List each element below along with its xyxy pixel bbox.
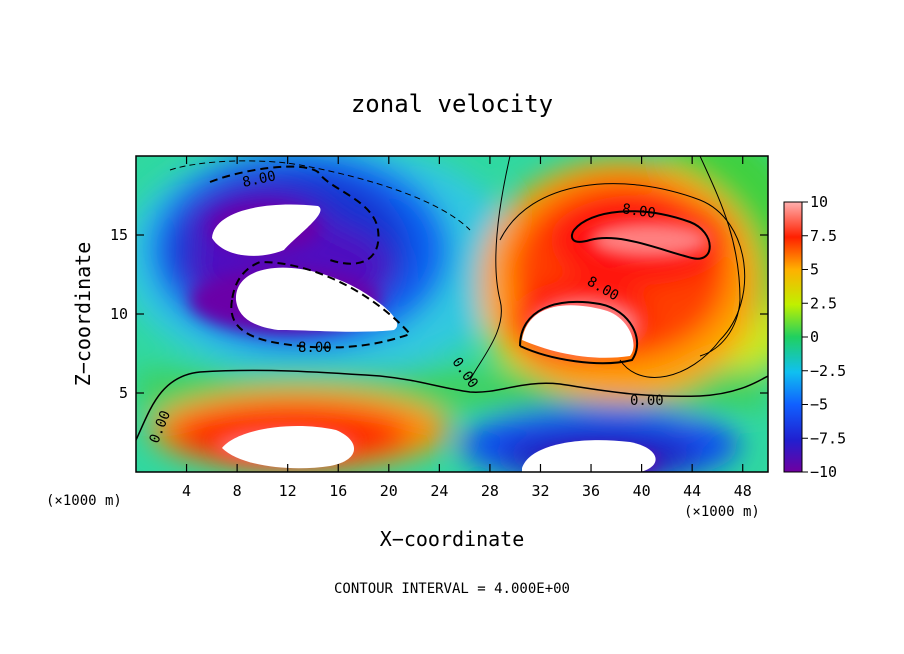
contour-interval-note: CONTOUR INTERVAL = 4.000E+00: [334, 581, 570, 597]
contour-label: 8.00: [621, 201, 657, 222]
x-tick-label: 44: [683, 482, 701, 500]
x-tick-label: 8: [233, 482, 242, 500]
contour-pos8-upper: [571, 210, 711, 260]
contour-pos4: [499, 183, 746, 378]
x-tick-label: 16: [329, 482, 347, 500]
colorbar-tick-label: 7.5: [810, 227, 837, 245]
x-tick-label: 4: [182, 482, 191, 500]
y-tick-label: 10: [110, 305, 128, 323]
x-tick-label: 40: [633, 482, 651, 500]
x-tick-label: 20: [380, 482, 398, 500]
contour-label: 8.00: [298, 340, 332, 356]
x-tick-label: 28: [481, 482, 499, 500]
contour-pos8-lower: [519, 300, 638, 365]
y-tick-label: 15: [110, 226, 128, 244]
contour-neg4: [169, 160, 471, 231]
core-negative-lower: [522, 440, 656, 472]
contour-label: 0.00: [630, 393, 664, 409]
x-tick-label: 36: [582, 482, 600, 500]
core-positive-lower: [222, 426, 355, 469]
core-positive-main: [522, 305, 634, 358]
contour-neg8-lower: [230, 260, 412, 349]
colorbar-tick-label: 0: [810, 328, 819, 346]
colorbar-ticks: 10 7.5 5 2.5 0 −2.5 −5 −7.5 −10: [802, 193, 846, 481]
contour-zero-main: [136, 369, 768, 441]
contour-neg8-upper: [209, 165, 380, 265]
y-tick-label: 5: [119, 384, 128, 402]
x-unit-label: (×1000 m): [684, 504, 760, 520]
x-tick-label: 48: [734, 482, 752, 500]
colorbar-tick-label: 10: [810, 193, 828, 211]
x-axis-label: X−coordinate: [380, 527, 525, 551]
colorbar-tick-label: −7.5: [810, 429, 846, 447]
contour-label: 8.00: [241, 168, 277, 191]
colorbar: [783, 201, 803, 473]
x-tick-label: 12: [279, 482, 297, 500]
colorbar-tick-label: 5: [810, 261, 819, 279]
contour-zero-right: [699, 156, 741, 357]
plot-field: [136, 156, 768, 472]
y-axis: 5 10 15: [110, 226, 768, 402]
x-axis: 4 8 12 16 20 24 28 32 36 40 44 48: [182, 156, 752, 500]
core-negative-main: [235, 267, 398, 332]
colorbar-tick-label: −5: [810, 396, 828, 414]
chart-title: zonal velocity: [351, 90, 553, 118]
colorbar-tick-label: −2.5: [810, 362, 846, 380]
x-tick-label: 32: [531, 482, 549, 500]
core-negative-upper: [212, 204, 321, 256]
contour-zero-upper: [469, 156, 511, 381]
colorbar-tick-label: 2.5: [810, 294, 837, 312]
colorbar-tick-label: −10: [810, 463, 837, 481]
y-unit-label: (×1000 m): [46, 493, 122, 509]
y-axis-label: Z−coordinate: [71, 242, 95, 387]
x-tick-label: 24: [430, 482, 448, 500]
